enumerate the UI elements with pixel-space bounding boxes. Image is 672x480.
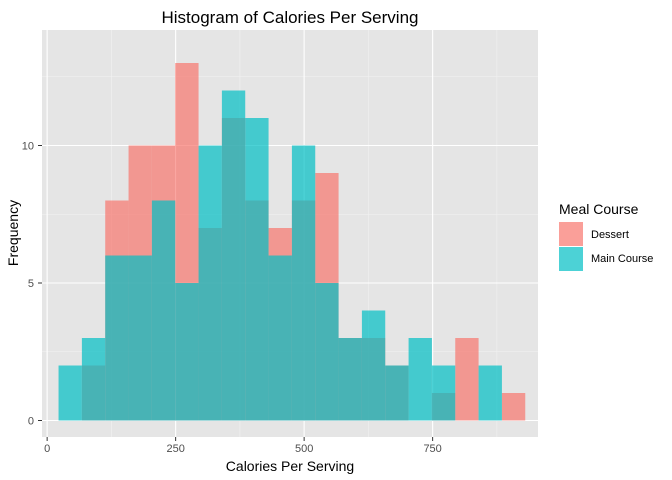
histogram-bar-main-course [408, 338, 432, 421]
histogram-bar-main-course [478, 365, 502, 421]
histogram-bar-main-course [245, 118, 269, 421]
histogram-bar-main-course [151, 200, 176, 421]
histogram-bar-dessert [455, 338, 479, 421]
histogram-bar-main-course [338, 338, 362, 421]
histogram-bar-main-course [105, 255, 129, 421]
histogram-bars [58, 63, 526, 421]
legend-key-dessert [559, 222, 583, 246]
histogram-bar-main-course [81, 338, 106, 421]
histogram-bar-main-course [128, 255, 152, 421]
y-tick-label: 5 [28, 278, 34, 290]
histogram-bar-main-course [221, 90, 246, 421]
legend-label-main-course: Main Course [591, 253, 653, 265]
x-tick-label: 750 [423, 443, 441, 455]
histogram-bar-dessert [501, 393, 526, 421]
legend-title: Meal Course [559, 201, 639, 217]
x-axis-title: Calories Per Serving [226, 458, 354, 474]
y-tick-label: 0 [28, 416, 34, 428]
histogram-bar-main-course [268, 255, 292, 421]
histogram-bar-main-course [431, 365, 456, 421]
histogram-bar-main-course [361, 310, 386, 421]
chart-title: Histogram of Calories Per Serving [162, 8, 419, 27]
x-tick-label: 0 [44, 443, 50, 455]
y-tick-label: 10 [22, 141, 34, 153]
y-axis-ticks: 0 5 10 [22, 141, 42, 428]
histogram-bar-main-course [198, 145, 222, 421]
y-axis-title: Frequency [5, 200, 21, 266]
legend-label-dessert: Dessert [591, 229, 629, 241]
legend: Meal Course Dessert Main Course [559, 201, 653, 271]
x-tick-label: 250 [166, 443, 184, 455]
x-tick-label: 500 [295, 443, 313, 455]
x-axis-ticks: 0 250 500 750 [44, 437, 442, 455]
series-main-course [58, 90, 502, 421]
histogram-bar-main-course [58, 365, 82, 421]
histogram-bar-main-course [175, 283, 199, 421]
legend-key-main-course [559, 247, 583, 271]
histogram-bar-main-course [385, 365, 409, 421]
histogram-bar-main-course [291, 145, 316, 421]
histogram-bar-main-course [315, 283, 339, 421]
